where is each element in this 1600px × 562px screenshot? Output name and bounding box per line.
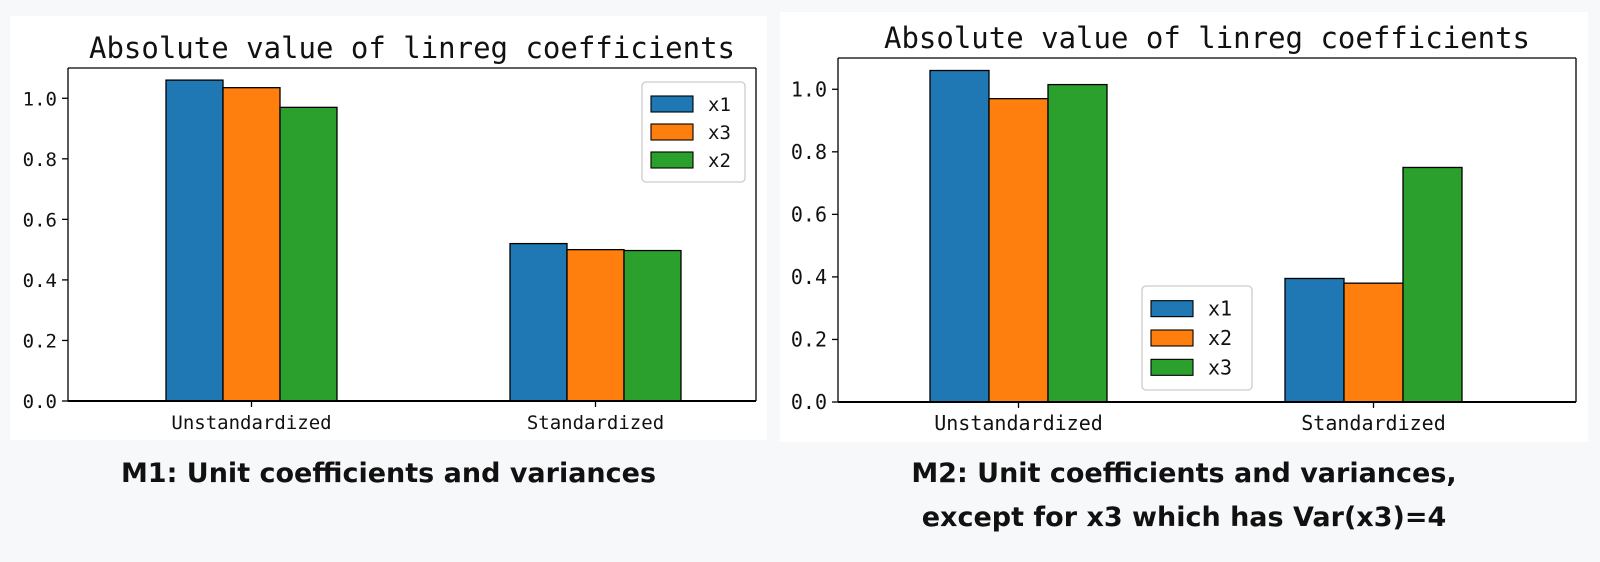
caption-m2-line-1: M2: Unit coefficients and variances, xyxy=(911,458,1457,489)
y-tick-label: 0.0 xyxy=(23,391,57,413)
bar-x2-standardized xyxy=(623,249,682,402)
bar-x3-unstandardized xyxy=(1047,83,1108,403)
y-tick-label: 1.0 xyxy=(23,88,57,110)
legend-swatch-x3 xyxy=(1150,358,1194,376)
bar-x1-unstandardized xyxy=(165,79,224,402)
chart-title: Absolute value of linreg coefficients xyxy=(89,31,735,65)
y-tick-label: 0.4 xyxy=(791,265,827,289)
y-tick-label: 0.0 xyxy=(791,390,827,414)
legend-swatch-x2 xyxy=(1150,329,1194,347)
x-tick-label: Standardized xyxy=(1301,411,1446,435)
legend-label-x1: x1 xyxy=(708,94,731,116)
x-tick-label: Unstandardized xyxy=(171,412,331,434)
bar-x1-unstandardized xyxy=(929,69,990,403)
y-tick-label: 0.8 xyxy=(791,140,827,164)
caption-m1: M1: Unit coefficients and variances xyxy=(10,452,767,496)
legend-label-x3: x3 xyxy=(1208,355,1232,379)
legend-label-x2: x2 xyxy=(1208,326,1232,350)
y-tick-label: 0.2 xyxy=(791,327,827,351)
legend-swatch-x3 xyxy=(650,123,694,141)
chart-m1: Absolute value of linreg coefficients 0.0… xyxy=(10,16,767,440)
bar-x3-unstandardized xyxy=(222,87,281,402)
bar-x1-standardized xyxy=(1284,277,1345,403)
y-tick-label: 0.2 xyxy=(23,330,57,352)
y-tick-label: 0.8 xyxy=(23,149,57,171)
caption-m2-line-2: except for x3 which has Var(x3)=4 xyxy=(921,502,1447,533)
caption-m2: M2: Unit coefficients and variances, exc… xyxy=(780,452,1588,540)
y-tick-label: 0.6 xyxy=(23,209,57,231)
y-tick-label: 0.4 xyxy=(23,270,57,292)
chart-m2: Absolute value of linreg coefficients 0.0… xyxy=(780,12,1588,442)
legend-swatch-x1 xyxy=(1150,300,1194,318)
bar-x2-unstandardized xyxy=(988,98,1049,403)
bar-x1-standardized xyxy=(509,242,568,402)
legend-label-x2: x2 xyxy=(708,150,731,172)
legend: x1 x2 x3 xyxy=(1141,285,1253,391)
bar-x3-standardized xyxy=(566,248,625,402)
y-tick-label: 0.6 xyxy=(791,202,827,226)
bar-x2-standardized xyxy=(1343,282,1404,403)
chart-title: Absolute value of linreg coefficients xyxy=(884,21,1530,55)
chart-1-content: Absolute value of linreg coefficients 0.0… xyxy=(791,21,1577,435)
x-tick-label: Unstandardized xyxy=(934,411,1103,435)
caption-m1-line-1: M1: Unit coefficients and variances xyxy=(120,458,657,489)
x-tick-label: Standardized xyxy=(527,412,664,434)
chart-0-content: Absolute value of linreg coefficients 0.0… xyxy=(23,31,757,434)
bar-x2-unstandardized xyxy=(279,106,338,402)
legend-swatch-x2 xyxy=(650,151,694,169)
legend-label-x1: x1 xyxy=(1208,297,1232,321)
bar-x3-standardized xyxy=(1402,166,1463,403)
legend-swatch-x1 xyxy=(650,95,694,113)
legend: x1 x3 x2 xyxy=(641,81,746,183)
legend-label-x3: x3 xyxy=(708,122,731,144)
y-tick-label: 1.0 xyxy=(791,77,827,101)
